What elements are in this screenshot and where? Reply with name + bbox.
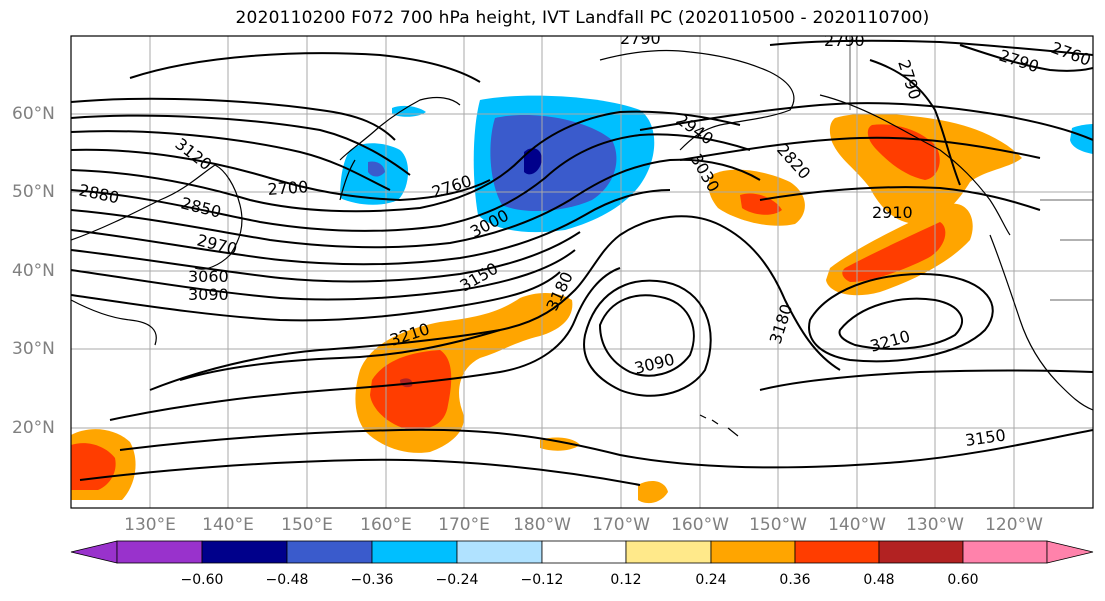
border-lines bbox=[849, 36, 1093, 301]
longitude-label: 140°E bbox=[202, 515, 254, 535]
colorbar-segment bbox=[371, 540, 458, 564]
colorbar-tick-label: −0.36 bbox=[350, 572, 394, 588]
asia-coastline bbox=[71, 164, 243, 346]
graticule bbox=[71, 36, 1093, 508]
longitude-label: 140°W bbox=[828, 515, 886, 535]
colorbar-segment bbox=[201, 540, 288, 564]
colorbar-tick-label: 0.12 bbox=[610, 572, 642, 588]
colorbar-segment bbox=[456, 540, 543, 564]
colorbar-tick-label: 0.36 bbox=[779, 572, 811, 588]
negative-ivt-peak bbox=[524, 148, 542, 175]
positive-ivt-west-coast-core bbox=[842, 222, 946, 282]
latitude-label: 50°N bbox=[12, 182, 55, 202]
colorbar-tick-label: 0.24 bbox=[695, 572, 727, 588]
map-title: 2020110200 F072 700 hPa height, IVT Land… bbox=[235, 8, 930, 28]
longitude-label: 120°W bbox=[985, 515, 1043, 535]
colorbar-tick-label: −0.48 bbox=[265, 572, 309, 588]
contour-label: 2790 bbox=[620, 29, 661, 48]
contour-label: 2790 bbox=[824, 31, 865, 50]
colorbar-segment bbox=[541, 540, 627, 564]
colorbar-segment bbox=[625, 540, 712, 564]
contour-label: 3090 bbox=[188, 285, 229, 304]
north-america-coastline bbox=[989, 234, 1093, 411]
colorbar-segment bbox=[962, 540, 1048, 564]
positive-ivt-south-edge bbox=[638, 480, 668, 504]
contour-label: 2910 bbox=[872, 203, 913, 222]
longitude-label: 150°E bbox=[281, 515, 333, 535]
colorbar-tick-label: −0.60 bbox=[180, 572, 224, 588]
negative-ivt-core bbox=[490, 114, 617, 212]
longitude-label: 180°W bbox=[513, 515, 571, 535]
alaska-coastline bbox=[599, 49, 1011, 236]
longitude-label: 160°E bbox=[360, 515, 412, 535]
longitude-label: 130°E bbox=[124, 515, 176, 535]
longitude-label: 160°W bbox=[671, 515, 729, 535]
longitude-label: 170°E bbox=[438, 515, 490, 535]
negative-ivt-core-west bbox=[368, 161, 385, 177]
positive-ivt-sw-corner-core bbox=[71, 443, 116, 490]
colorbar-tick-label: 0.48 bbox=[863, 572, 895, 588]
latitude-label: 20°N bbox=[12, 418, 55, 438]
colorbar-extend-high bbox=[1046, 540, 1094, 564]
positive-ivt-subtropics-core bbox=[370, 350, 452, 430]
colorbar-segment bbox=[710, 540, 796, 564]
latitude-label: 30°N bbox=[12, 339, 55, 359]
colorbar-segment bbox=[878, 540, 964, 564]
positive-ivt-central-core bbox=[740, 193, 782, 215]
latitude-label: 40°N bbox=[12, 261, 55, 281]
contour-label: 2700 bbox=[267, 177, 309, 199]
coastlines bbox=[71, 36, 1093, 437]
longitude-label: 150°W bbox=[749, 515, 807, 535]
hawaii-islands bbox=[699, 414, 739, 437]
longitude-label: 170°W bbox=[592, 515, 650, 535]
colorbar-tick-label: −0.24 bbox=[435, 572, 479, 588]
colorbar bbox=[70, 540, 1094, 564]
colorbar-segment bbox=[116, 540, 203, 564]
colorbar-tick-label: 0.60 bbox=[947, 572, 979, 588]
height-contours bbox=[71, 39, 1093, 486]
colorbar-segment bbox=[794, 540, 880, 564]
map-frame bbox=[70, 35, 1094, 509]
colorbar-segment bbox=[286, 540, 373, 564]
colorbar-tick-label: −0.12 bbox=[520, 572, 564, 588]
latitude-label: 60°N bbox=[12, 104, 55, 124]
longitude-label: 130°W bbox=[906, 515, 964, 535]
contour-label: 3060 bbox=[188, 267, 229, 286]
negative-ivt-east-edge bbox=[1070, 124, 1093, 154]
colorbar-extend-low bbox=[70, 540, 118, 564]
